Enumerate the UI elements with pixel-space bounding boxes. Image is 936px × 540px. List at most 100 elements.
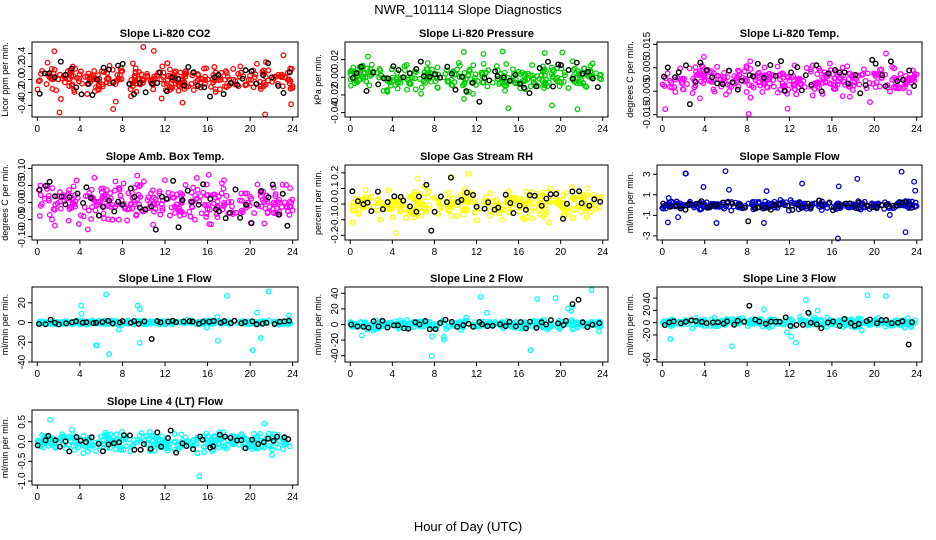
- data-point: [826, 60, 833, 67]
- data-point: [100, 185, 107, 192]
- data-point: [549, 74, 556, 81]
- data-point: [208, 83, 214, 90]
- hourly-point: [350, 74, 357, 81]
- data-point: [145, 321, 152, 327]
- hourly-point: [813, 62, 820, 69]
- y-axis-label: ml/min per min.: [313, 294, 323, 356]
- hourly-point: [872, 60, 879, 67]
- hourly-point: [470, 191, 477, 198]
- y-tick-label: -40: [17, 354, 28, 369]
- data-point: [422, 205, 429, 212]
- y-tick-label: 0.0: [17, 434, 28, 448]
- hourly-point: [58, 193, 65, 200]
- data-point: [75, 221, 82, 227]
- hourly-point: [547, 191, 554, 198]
- x-tick-label: 20: [869, 124, 881, 135]
- hourly-point: [878, 202, 885, 209]
- data-point: [484, 309, 490, 316]
- data-point: [580, 192, 587, 199]
- figure-title: NWR_101114 Slope Diagnostics: [374, 2, 562, 17]
- hourly-point: [845, 80, 852, 87]
- scatter-series: [659, 168, 920, 242]
- data-point: [387, 199, 394, 206]
- y-tick-label: 0.02: [330, 49, 341, 69]
- data-point: [710, 86, 717, 93]
- data-point: [146, 428, 153, 435]
- y-tick-label: -0.10: [17, 225, 28, 248]
- data-point: [174, 191, 180, 198]
- data-point: [749, 82, 755, 89]
- data-point: [203, 192, 210, 199]
- hourly-point: [57, 58, 64, 65]
- hourly-point: [120, 432, 127, 439]
- hourly-point: [66, 194, 73, 201]
- data-point: [269, 206, 276, 212]
- y-axis-label: ml/min per min.: [625, 294, 635, 356]
- y-tick-label: 20: [17, 297, 28, 309]
- data-point: [721, 69, 727, 76]
- data-point: [835, 183, 842, 190]
- data-point: [205, 171, 212, 178]
- data-point: [418, 84, 425, 91]
- data-point: [443, 67, 450, 74]
- hourly-point: [384, 324, 391, 331]
- data-point: [565, 85, 572, 91]
- hourly-point: [286, 69, 293, 76]
- data-point: [124, 320, 131, 327]
- hourly-point: [216, 208, 223, 215]
- x-tick-label: 0: [35, 247, 41, 258]
- hourly-point: [131, 318, 138, 325]
- data-point: [684, 81, 690, 87]
- data-point: [584, 72, 591, 79]
- panel-5: Slope Gas Stream RH percent per min. 0 4 8 12…: [313, 151, 609, 258]
- data-point: [287, 185, 294, 192]
- data-point: [235, 70, 242, 77]
- data-point: [527, 83, 534, 90]
- data-point: [409, 74, 416, 81]
- data-point: [596, 328, 602, 335]
- data-point: [831, 81, 837, 88]
- hourly-point: [62, 71, 69, 78]
- data-point: [860, 66, 867, 73]
- hourly-point: [432, 326, 439, 333]
- data-point: [80, 433, 87, 439]
- x-tick-label: 4: [77, 247, 83, 258]
- data-point: [39, 432, 46, 439]
- panel-4: Slope Amb. Box Temp. degrees C per min. 0 4…: [0, 151, 299, 258]
- hourly-point: [507, 199, 514, 206]
- hourly-point: [481, 205, 488, 212]
- hourly-point: [220, 91, 227, 98]
- data-point: [560, 192, 567, 199]
- hourly-point: [63, 320, 70, 327]
- hourly-point: [258, 187, 265, 194]
- x-tick-label: 8: [120, 369, 126, 380]
- data-point: [110, 106, 117, 113]
- data-point: [73, 177, 80, 184]
- panel-1: Slope Li-820 CO2 Licor ppm per min. 0 4 8 12 1…: [0, 28, 299, 135]
- hourly-point: [762, 204, 769, 211]
- hourly-point: [167, 427, 174, 434]
- x-tick-label: 24: [597, 247, 609, 258]
- data-point: [589, 60, 596, 67]
- hourly-point: [852, 71, 859, 78]
- hourly-point: [459, 73, 466, 80]
- data-point: [279, 181, 286, 188]
- data-point: [261, 220, 268, 227]
- data-point: [777, 76, 783, 83]
- data-point: [144, 72, 151, 79]
- hourly-point: [84, 80, 91, 87]
- hourly-point: [353, 70, 360, 77]
- data-point: [275, 444, 282, 451]
- hourly-point: [231, 317, 238, 324]
- hourly-point: [175, 76, 182, 83]
- x-tick-label: 24: [287, 492, 299, 503]
- data-point: [223, 192, 230, 199]
- data-point: [759, 88, 766, 95]
- data-point: [119, 68, 126, 75]
- data-point: [126, 205, 133, 212]
- data-point: [545, 79, 552, 86]
- hourly-point: [42, 321, 49, 328]
- hourly-point: [672, 202, 679, 209]
- hourly-point: [883, 201, 890, 208]
- data-point: [571, 65, 578, 72]
